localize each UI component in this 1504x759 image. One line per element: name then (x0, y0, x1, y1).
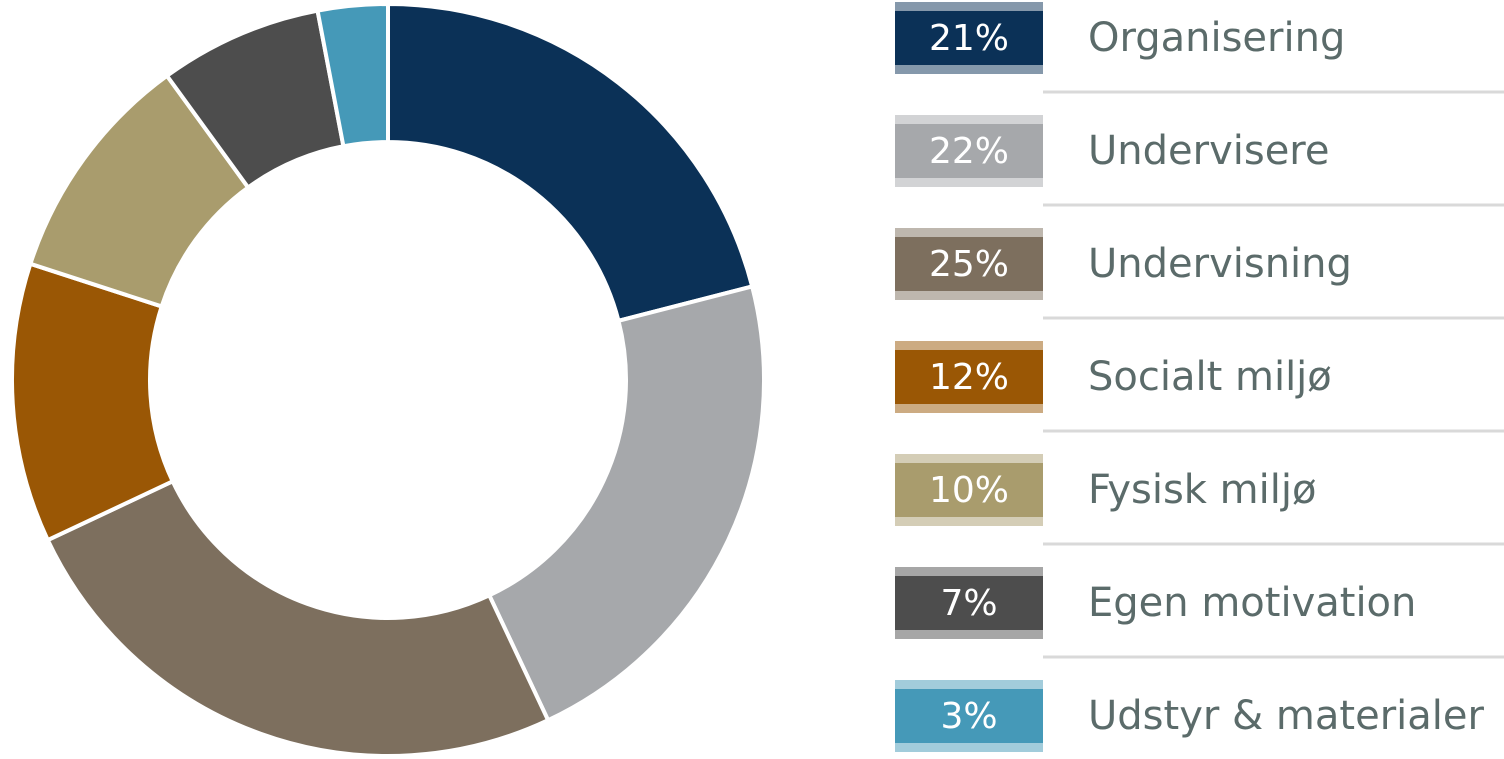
legend-label: Organisering (1088, 15, 1345, 61)
legend-label: Undervisere (1088, 128, 1329, 174)
legend-label: Socialt miljø (1088, 354, 1332, 400)
legend-value: 10% (929, 470, 1009, 511)
legend-swatch (895, 350, 1043, 404)
legend-swatch (895, 11, 1043, 65)
legend-swatch (895, 463, 1043, 517)
legend-swatch (895, 124, 1043, 178)
legend-value: 12% (929, 357, 1009, 398)
legend-value: 21% (929, 18, 1009, 59)
legend-value: 3% (940, 696, 997, 737)
slice (45, 478, 551, 758)
slice (386, 1, 755, 324)
slice (315, 1, 390, 149)
legend-value: 25% (929, 244, 1009, 285)
legend-swatch (895, 576, 1043, 630)
legend-swatch (895, 237, 1043, 291)
legend-label: Egen motivation (1088, 580, 1416, 626)
legend-value: 22% (929, 131, 1009, 172)
legend-label: Undervisning (1088, 241, 1352, 287)
legend-value: 7% (940, 583, 997, 624)
legend-swatch (895, 689, 1043, 743)
slice (486, 284, 766, 723)
legend-label: Udstyr & materialer (1088, 693, 1484, 739)
legend-label: Fysisk miljø (1088, 467, 1316, 513)
